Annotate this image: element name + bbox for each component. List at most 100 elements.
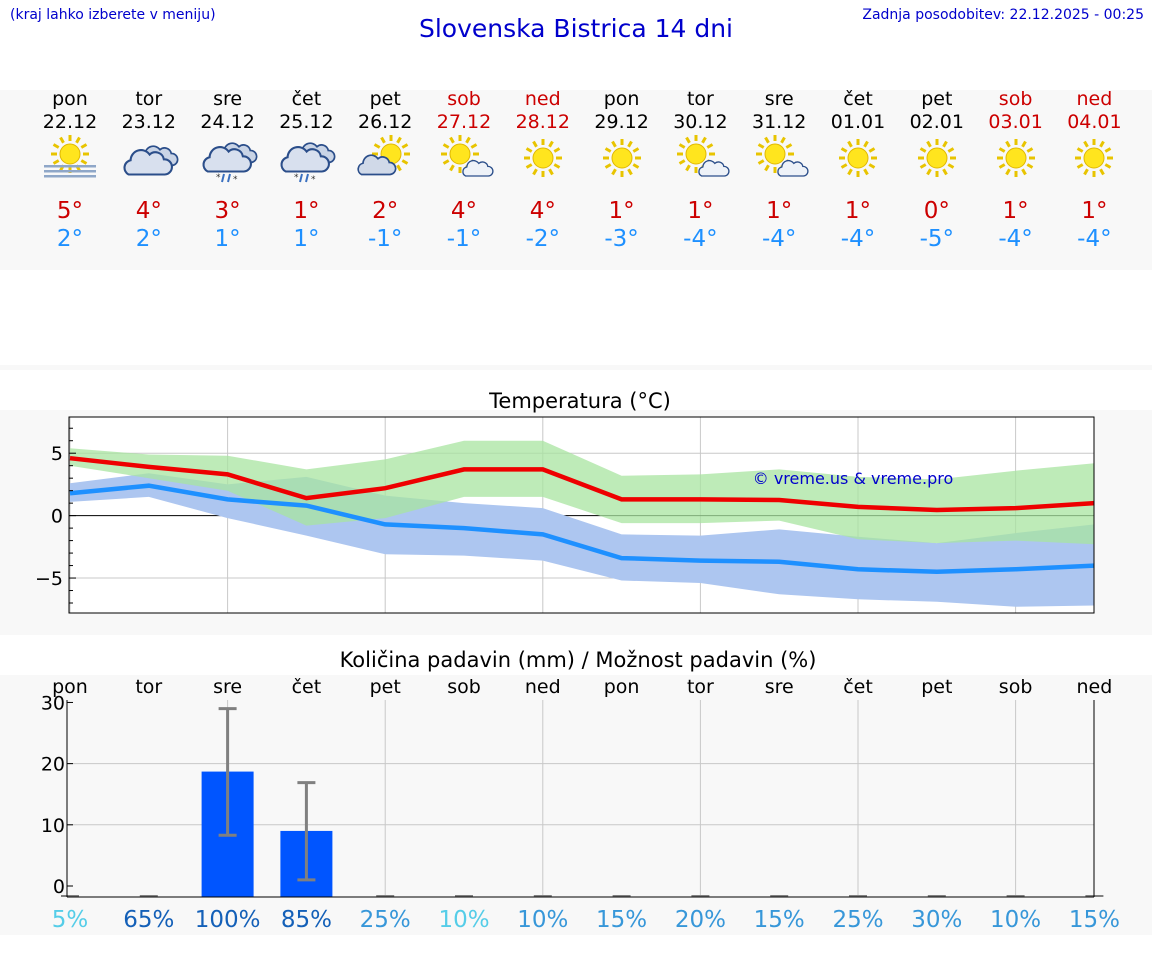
day-date: 04.01 bbox=[1067, 111, 1122, 133]
day-name: pon bbox=[603, 88, 640, 110]
cloud-sleet-icon: * * bbox=[276, 134, 336, 185]
temp-min: -4° bbox=[840, 226, 876, 252]
min-temp-line bbox=[69, 483, 1095, 575]
precip-category-label: pon bbox=[52, 676, 88, 698]
day-date: 22.12 bbox=[42, 111, 98, 133]
day-date: 26.12 bbox=[357, 111, 413, 133]
precip-category-label: sob bbox=[447, 676, 481, 698]
precip-chart-band bbox=[0, 675, 1152, 935]
day-name: ned bbox=[524, 88, 561, 110]
sun-icon bbox=[513, 134, 573, 184]
precip-category-label: pon bbox=[604, 676, 640, 698]
precip-category-label: tor bbox=[687, 676, 714, 698]
day-name: tor bbox=[135, 88, 163, 110]
precip-chance-label: 5% bbox=[52, 907, 89, 933]
precip-chance-label: 15% bbox=[596, 907, 647, 933]
precip-chance-label: 15% bbox=[1069, 907, 1120, 933]
temperature-chart: Temperatura (°C) 5 0 −5 © vreme.us & vreme… bbox=[35, 389, 1095, 614]
temp-min: -1° bbox=[367, 226, 403, 252]
precip-category-label: pet bbox=[921, 676, 952, 698]
sun-cloud-icon bbox=[355, 134, 415, 184]
temp-max: 4° bbox=[529, 198, 556, 224]
precip-chart-title: Količina padavin (mm) / Možnost padavin … bbox=[340, 648, 817, 672]
day-date: 30.12 bbox=[673, 111, 728, 133]
precip-chance-label: 25% bbox=[832, 907, 883, 933]
temp-max: 4° bbox=[135, 198, 162, 224]
day-name: ned bbox=[1076, 88, 1113, 110]
temp-min: 2° bbox=[135, 226, 162, 252]
max-temp-band bbox=[70, 440, 1095, 545]
sun-icon bbox=[828, 134, 888, 184]
day-name: sre bbox=[213, 88, 243, 110]
sun-icon bbox=[907, 134, 967, 184]
day-name: sob bbox=[447, 88, 481, 110]
day-name: sob bbox=[998, 88, 1033, 110]
precip-chance-label: 25% bbox=[360, 907, 411, 933]
temp-min: -3° bbox=[604, 226, 639, 252]
precip-chance-label: 10% bbox=[438, 907, 489, 933]
last-updated: Zadnja posodobitev: 22.12.2025 - 00:25 bbox=[862, 7, 1144, 23]
day-name: pon bbox=[52, 88, 88, 110]
temp-max: 2° bbox=[372, 198, 399, 224]
watermark: © vreme.us & vreme.pro bbox=[753, 469, 954, 488]
temp-max: 1° bbox=[687, 198, 714, 224]
sun-icon bbox=[986, 134, 1046, 184]
temp-max: 1° bbox=[766, 198, 793, 224]
temp-max: 1° bbox=[1002, 198, 1029, 224]
day-date: 24.12 bbox=[200, 111, 255, 133]
precip-category-label: ned bbox=[1077, 676, 1113, 698]
precip-category-label: čet bbox=[843, 676, 873, 698]
day-date: 25.12 bbox=[279, 111, 334, 133]
day-date: 03.01 bbox=[988, 111, 1043, 133]
page-title: Slovenska Bistrica 14 dni bbox=[418, 14, 734, 43]
day-name: čet bbox=[291, 88, 322, 110]
spacer-band bbox=[0, 365, 1152, 370]
temp-max: 1° bbox=[608, 198, 635, 224]
precip-chance-label: 20% bbox=[675, 907, 726, 933]
precip-category-label: tor bbox=[135, 676, 162, 698]
temp-max: 0° bbox=[923, 198, 950, 224]
temp-plot-frame bbox=[68, 416, 1095, 614]
day-date: 29.12 bbox=[594, 111, 649, 133]
precip-chance-label: 10% bbox=[990, 907, 1041, 933]
temp-ytick-label: 5 bbox=[51, 443, 63, 465]
precip-category-label: ned bbox=[525, 676, 561, 698]
precip-category-label: sre bbox=[213, 676, 242, 698]
temp-min: -5° bbox=[919, 226, 955, 252]
svg-text:*: * bbox=[311, 175, 316, 184]
precip-chance-label: 10% bbox=[517, 907, 568, 933]
svg-text:*: * bbox=[216, 173, 221, 183]
max-temp-line bbox=[69, 455, 1095, 513]
temp-min: -1° bbox=[446, 226, 482, 252]
temp-max: 1° bbox=[293, 198, 320, 224]
sun-icon bbox=[592, 134, 652, 184]
precip-ytick-label: 0 bbox=[53, 876, 65, 898]
day-name: čet bbox=[843, 88, 873, 110]
temp-max: 5° bbox=[56, 198, 84, 224]
temp-min: -4° bbox=[683, 226, 718, 252]
precip-chance-label: 30% bbox=[911, 907, 962, 933]
svg-text:*: * bbox=[233, 175, 238, 184]
temp-max: 4° bbox=[450, 198, 478, 224]
day-name: tor bbox=[686, 88, 714, 110]
cloud-sleet-icon: * * bbox=[198, 134, 258, 185]
day-date: 01.01 bbox=[830, 111, 886, 133]
day-date: 23.12 bbox=[121, 111, 176, 133]
precip-category-label: sre bbox=[765, 676, 794, 698]
day-name: sre bbox=[764, 88, 794, 110]
precip-category-label: sob bbox=[999, 676, 1033, 698]
header-hint[interactable]: (kraj lahko izberete v meniju) bbox=[10, 7, 216, 23]
sun-icon bbox=[1064, 134, 1124, 184]
sun-small-cloud-icon bbox=[749, 134, 809, 184]
temp-ytick-label: −5 bbox=[35, 568, 63, 590]
day-name: pet bbox=[921, 88, 953, 110]
day-date: 02.01 bbox=[909, 111, 964, 133]
sun-small-cloud-icon bbox=[670, 134, 730, 184]
temp-min: 2° bbox=[56, 226, 84, 252]
precip-chance-label: 85% bbox=[281, 907, 332, 933]
temp-min: 1° bbox=[214, 226, 241, 252]
cloud-icon bbox=[119, 134, 179, 184]
svg-text:*: * bbox=[294, 173, 299, 183]
day-date: 31.12 bbox=[751, 111, 807, 133]
day-name: pet bbox=[369, 88, 401, 110]
